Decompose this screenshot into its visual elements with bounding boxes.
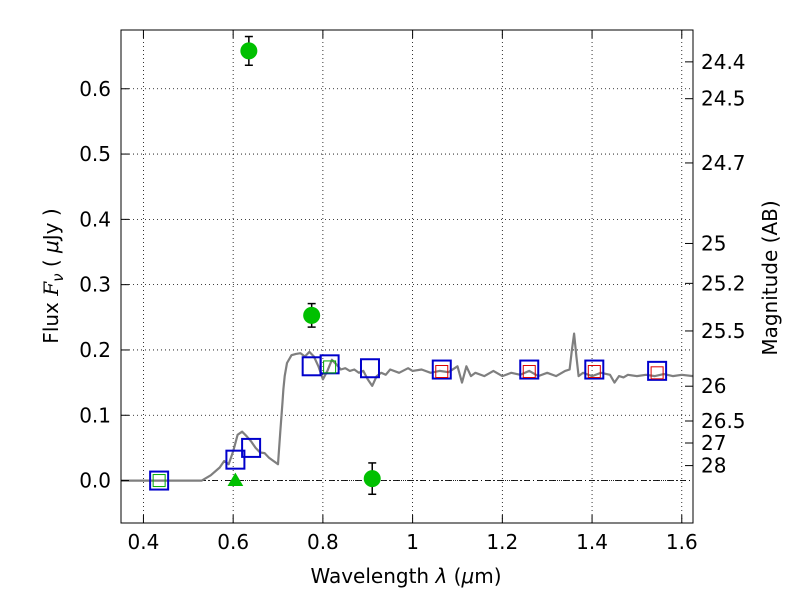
magnitude-tick-label: 25: [701, 231, 726, 255]
x-tick-label: 0.6: [217, 530, 249, 554]
model-inner-square: [587, 365, 601, 379]
markers: [149, 35, 668, 496]
x-tick-label: 1.2: [486, 530, 518, 554]
model-inner-square: [152, 474, 166, 488]
y-axis-label-right: Magnitude (AB): [758, 200, 782, 355]
model-photometry-square: [149, 470, 170, 491]
magnitude-tick-label: 27: [701, 431, 726, 455]
x-tick-label: 1.6: [666, 530, 698, 554]
y-tick-label: 0.4: [79, 207, 111, 231]
model-inner-square: [650, 366, 664, 380]
y-ticks-left: 0.0 0.1 0.2 0.3 0.4 0.5 0.6: [79, 77, 129, 493]
model-inner-square: [522, 365, 536, 379]
magnitude-tick-label: 28: [701, 454, 726, 478]
model-photometry-square: [519, 359, 540, 380]
magnitude-tick-label: 24.7: [701, 151, 746, 175]
x-ticks: 0.4 0.6 0.8 1 1.2 1.4 1.6: [128, 30, 698, 554]
grid: [121, 30, 693, 523]
x-axis-label: Wavelength λ (μm): [310, 564, 501, 588]
model-photometry-square: [225, 449, 246, 470]
magnitude-tick-label: 25.5: [701, 319, 746, 343]
photometry-point: [363, 470, 381, 488]
magnitude-tick-label: 26.5: [701, 409, 746, 433]
model-inner-square: [323, 360, 337, 374]
model-photometry-square: [647, 360, 668, 381]
x-tick-label: 0.4: [128, 530, 160, 554]
model-spectrum-line: [121, 332, 694, 482]
upper-limit-triangle: [227, 472, 244, 487]
magnitude-tick-label: 26: [701, 374, 726, 398]
model-photometry-square: [359, 358, 380, 379]
magnitude-tick-label: 25.2: [701, 271, 746, 295]
y-axis-label-left: Flux Fν ( μJy ): [39, 208, 67, 343]
y-tick-label: 0.5: [79, 142, 111, 166]
x-tick-label: 1: [406, 530, 419, 554]
magnitude-tick-label: 24.4: [701, 50, 746, 74]
y-tick-label: 0.6: [79, 77, 111, 101]
model-spectrum: [121, 332, 694, 482]
plot-frame: [120, 29, 694, 524]
photometry-point: [240, 42, 258, 60]
magnitude-tick-label: 24.5: [701, 87, 746, 111]
model-inner-square: [435, 365, 449, 379]
model-photometry-square: [431, 359, 452, 380]
x-tick-label: 0.8: [307, 530, 339, 554]
y-tick-label: 0.2: [79, 338, 111, 362]
model-photometry-square: [584, 359, 605, 380]
y-tick-label: 0.3: [79, 273, 111, 297]
photometry-point: [303, 306, 321, 324]
y-tick-label: 0.1: [79, 403, 111, 427]
model-photometry-square: [241, 437, 262, 458]
y-tick-label: 0.0: [79, 469, 111, 493]
x-tick-label: 1.4: [576, 530, 608, 554]
